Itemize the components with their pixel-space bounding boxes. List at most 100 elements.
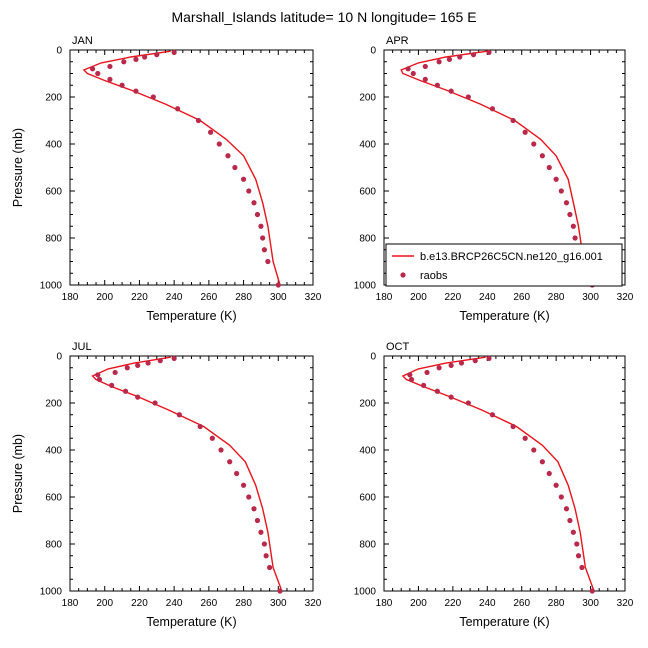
raobs-point bbox=[574, 541, 580, 547]
raobs-point bbox=[531, 447, 537, 453]
raobs-point bbox=[434, 388, 440, 394]
x-tick-label: 260 bbox=[201, 292, 218, 303]
raobs-point bbox=[254, 517, 261, 524]
raobs-point bbox=[424, 369, 430, 376]
y-tick-label: 200 bbox=[45, 93, 62, 104]
y-axis-title: Pressure (mb) bbox=[11, 434, 25, 513]
raobs-point bbox=[197, 423, 203, 430]
y-tick-label: 1000 bbox=[40, 587, 63, 598]
y-tick-label: 200 bbox=[359, 399, 376, 410]
raobs-point bbox=[572, 235, 578, 241]
raobs-point bbox=[96, 376, 103, 383]
raobs-point bbox=[95, 70, 101, 77]
raobs-point bbox=[122, 388, 129, 394]
x-tick-label: 320 bbox=[305, 598, 322, 609]
model-series-line bbox=[91, 356, 283, 592]
x-tick-label: 200 bbox=[96, 598, 113, 609]
raobs-point bbox=[121, 59, 127, 65]
raobs-point bbox=[422, 76, 428, 82]
y-tick-label: 400 bbox=[45, 446, 62, 457]
raobs-point bbox=[579, 564, 585, 571]
x-tick-label: 200 bbox=[410, 598, 427, 609]
raobs-point bbox=[575, 553, 582, 559]
raobs-point bbox=[531, 141, 537, 147]
legend-box bbox=[385, 243, 623, 287]
raobs-point bbox=[263, 553, 269, 559]
x-tick-label: 260 bbox=[513, 598, 530, 609]
x-tick-label: 220 bbox=[131, 598, 148, 609]
x-tick-label: 320 bbox=[617, 292, 634, 303]
raobs-point bbox=[486, 355, 492, 361]
raobs-point bbox=[522, 435, 528, 441]
raobs-point bbox=[522, 129, 528, 135]
raobs-point bbox=[458, 360, 465, 366]
raobs-point bbox=[133, 88, 139, 94]
x-tick-label: 260 bbox=[201, 598, 218, 609]
y-tick-label: 600 bbox=[359, 187, 376, 198]
raobs-point bbox=[176, 412, 182, 418]
x-tick-label: 200 bbox=[410, 292, 427, 303]
panel-jan: 180 200 220 240 260 280 300 320 0 200 400 600 800 100… bbox=[11, 35, 322, 323]
raobs-point bbox=[570, 223, 576, 229]
y-tick-label: 600 bbox=[45, 493, 62, 504]
y-tick-label: 400 bbox=[45, 140, 62, 151]
plot-frame bbox=[69, 355, 314, 592]
y-tick-label: 200 bbox=[45, 399, 62, 410]
x-tick-label: 280 bbox=[548, 598, 565, 609]
y-tick-label: 0 bbox=[56, 46, 62, 57]
raobs-point bbox=[553, 482, 559, 488]
raobs-point bbox=[489, 106, 496, 112]
x-tick-label: 180 bbox=[62, 292, 79, 303]
raobs-point bbox=[558, 188, 564, 194]
y-tick-label: 1000 bbox=[40, 281, 63, 292]
raobs-point bbox=[107, 76, 113, 82]
raobs-point bbox=[408, 376, 415, 383]
raobs-point bbox=[240, 176, 247, 182]
y-tick-label: 200 bbox=[359, 93, 376, 104]
plot-frame bbox=[69, 49, 314, 286]
raobs-point bbox=[510, 423, 516, 430]
raobs-point bbox=[410, 70, 416, 77]
raobs-point bbox=[218, 447, 224, 453]
panel-label: JUL bbox=[72, 341, 92, 353]
y-tick-label: 800 bbox=[45, 540, 62, 551]
raobs-point bbox=[472, 358, 478, 364]
x-tick-label: 300 bbox=[582, 598, 599, 609]
x-tick-label: 220 bbox=[445, 292, 462, 303]
raobs-point bbox=[267, 564, 273, 571]
raobs-point bbox=[486, 49, 492, 55]
raobs-point bbox=[232, 164, 238, 171]
raobs-point bbox=[546, 164, 552, 171]
raobs-point bbox=[207, 129, 214, 135]
y-tick-label: 1000 bbox=[354, 281, 377, 292]
raobs-point bbox=[135, 394, 141, 400]
y-tick-label: 600 bbox=[45, 187, 62, 198]
x-tick-label: 280 bbox=[548, 292, 565, 303]
y-tick-label: 0 bbox=[370, 352, 376, 363]
raobs-point bbox=[152, 400, 158, 406]
figure-title: Marshall_Islands latitude= 10 N longitud… bbox=[171, 9, 476, 25]
raobs-point bbox=[539, 153, 545, 159]
raobs-point bbox=[216, 141, 222, 147]
y-tick-label: 1000 bbox=[354, 587, 377, 598]
raobs-point bbox=[448, 88, 454, 94]
raobs-point bbox=[234, 470, 240, 477]
raobs-point bbox=[546, 470, 552, 477]
y-tick-label: 800 bbox=[359, 234, 376, 245]
raobs-point bbox=[434, 82, 440, 88]
x-tick-label: 180 bbox=[62, 598, 79, 609]
legend-label-model: b.e13.BRCP26C5CN.ne120_g16.001 bbox=[420, 251, 603, 263]
x-axis-title: Temperature (K) bbox=[146, 615, 236, 629]
x-tick-label: 260 bbox=[513, 292, 530, 303]
raobs-point bbox=[225, 153, 231, 159]
raobs-point bbox=[107, 63, 113, 70]
raobs-point bbox=[261, 541, 267, 547]
legend-marker-swatch bbox=[400, 272, 406, 278]
raobs-point bbox=[112, 369, 118, 376]
x-tick-label: 240 bbox=[479, 292, 496, 303]
raobs-point bbox=[95, 372, 101, 378]
raobs-point bbox=[275, 282, 281, 288]
x-axis-title: Temperature (K) bbox=[459, 615, 549, 629]
panel-jul: 180 200 220 240 260 280 300 320 0 200 400 600 800 100… bbox=[11, 341, 322, 629]
